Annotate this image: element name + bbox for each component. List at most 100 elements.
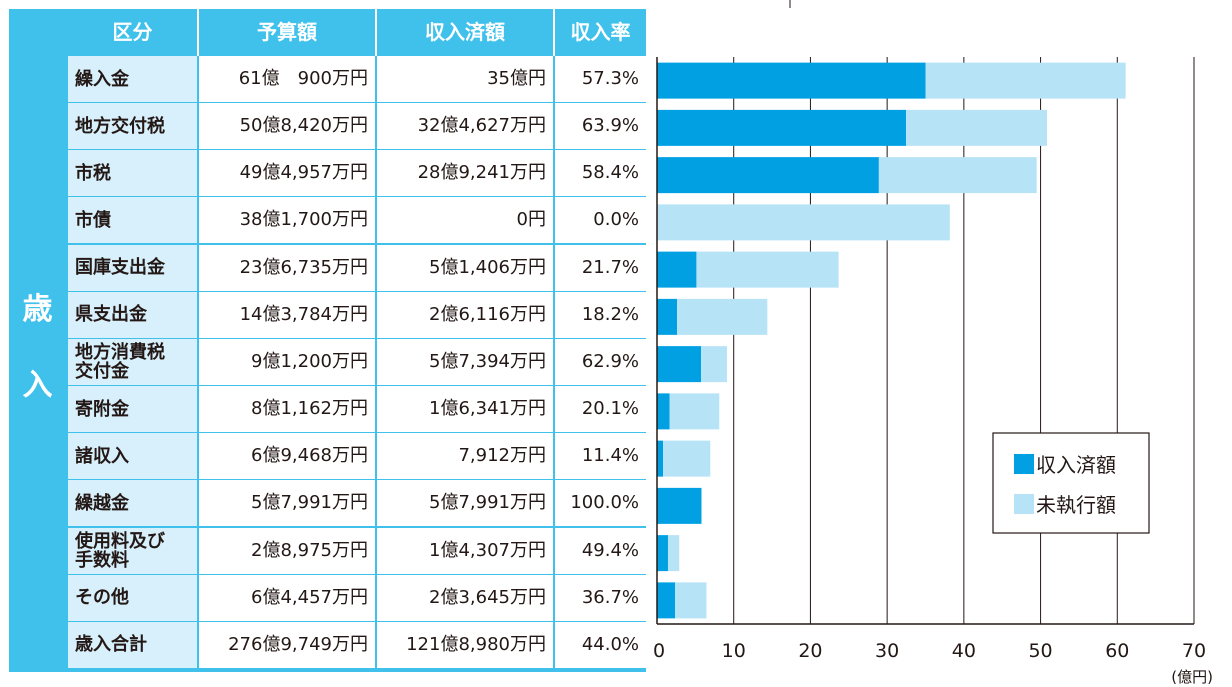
row-category: 県支出金 <box>68 291 197 338</box>
bar-received <box>657 535 668 572</box>
row-rate: 63.9% <box>555 103 646 150</box>
table-row: 市債 38億1,700万円 0円 0.0% <box>66 197 646 244</box>
x-tick-label: 0 <box>653 640 665 662</box>
row-budget: 8億1,162万円 <box>199 386 375 433</box>
row-budget: 6億4,457万円 <box>199 574 375 621</box>
x-tick-label: 10 <box>722 640 746 662</box>
x-tick-label: 50 <box>1028 640 1052 662</box>
row-budget: 6億9,468万円 <box>199 433 375 480</box>
header-category: 区分 <box>68 9 199 56</box>
header-income: 収入済額 <box>377 9 555 56</box>
row-rate: 100.0% <box>555 480 646 527</box>
legend-label: 未執行額 <box>1036 493 1116 517</box>
table-row: 地方消費税 交付金 9億1,200万円 5億7,394万円 62.9% <box>66 338 646 386</box>
bar-unexecuted <box>669 393 720 430</box>
revenue-table: 歳 入 区分 予算額 収入済額 収入率 繰入金 61億 900万円 35億円 57.3… <box>9 9 646 672</box>
row-category: 地方消費税 交付金 <box>68 338 197 385</box>
row-budget: 14億3,784万円 <box>199 291 375 338</box>
bar-received <box>657 440 664 477</box>
bar-unexecuted <box>925 62 1126 99</box>
row-budget: 2億8,975万円 <box>199 527 375 574</box>
table-row: 地方交付税 50億8,420万円 32億4,627万円 63.9% <box>66 103 646 150</box>
row-budget: 5億7,991万円 <box>199 480 375 527</box>
row-income: 5億1,406万円 <box>377 244 553 291</box>
bar-unexecuted <box>663 440 711 477</box>
table-total-row: 歳入合計 276億9,749万円 121億8,980万円 44.0% <box>66 621 646 669</box>
table-row: 諸収入 6億9,468万円 7,912万円 11.4% <box>66 433 646 480</box>
row-budget: 50億8,420万円 <box>199 103 375 150</box>
x-tick-label: 40 <box>952 640 976 662</box>
row-category: 繰入金 <box>68 56 197 102</box>
table-row: 市税 49億4,957万円 28億9,241万円 58.4% <box>66 150 646 197</box>
row-income: 28億9,241万円 <box>377 150 553 197</box>
table-row: 国庫支出金 23億6,735万円 5億1,406万円 21.7% <box>66 244 646 292</box>
table-row: 県支出金 14億3,784万円 2億6,116万円 18.2% <box>66 291 646 339</box>
row-category: その他 <box>68 574 197 621</box>
bar-received <box>657 298 678 335</box>
legend-box <box>992 432 1150 534</box>
row-rate: 58.4% <box>555 150 646 197</box>
row-rate: 62.9% <box>555 338 646 385</box>
row-rate: 44.0% <box>555 621 646 668</box>
row-category: 諸収入 <box>68 433 197 480</box>
row-category: 使用料及び 手数料 <box>68 527 197 574</box>
table-row: その他 6億4,457万円 2億3,645万円 36.7% <box>66 574 646 622</box>
bar-received <box>657 346 702 383</box>
bar-unexecuted <box>677 298 768 335</box>
header-budget: 予算額 <box>199 9 377 56</box>
row-rate: 36.7% <box>555 574 646 621</box>
legend-label: 収入済額 <box>1036 453 1116 477</box>
row-income: 7,912万円 <box>377 433 553 480</box>
row-income: 121億8,980万円 <box>377 621 553 668</box>
x-tick-label: 30 <box>875 640 899 662</box>
row-income: 5億7,394万円 <box>377 338 553 385</box>
row-income: 35億円 <box>377 56 553 102</box>
bar-unexecuted <box>696 251 839 288</box>
row-rate: 21.7% <box>555 244 646 291</box>
table-row: 繰入金 61億 900万円 35億円 57.3% <box>66 56 646 103</box>
bar-unexecuted <box>675 582 707 619</box>
row-budget: 9億1,200万円 <box>199 338 375 385</box>
row-category: 繰越金 <box>68 480 197 527</box>
row-category: 市債 <box>68 197 197 244</box>
row-category: 歳入合計 <box>68 621 197 668</box>
header-rate: 収入率 <box>555 9 646 56</box>
table-row: 寄附金 8億1,162万円 1億6,341万円 20.1% <box>66 386 646 433</box>
row-income: 5億7,991万円 <box>377 480 553 527</box>
row-budget: 49億4,957万円 <box>199 150 375 197</box>
row-budget: 276億9,749万円 <box>199 621 375 668</box>
row-category: 国庫支出金 <box>68 244 197 291</box>
row-budget: 23億6,735万円 <box>199 244 375 291</box>
row-budget: 38億1,700万円 <box>199 197 375 244</box>
bar-unexecuted <box>667 535 680 572</box>
table-row: 繰越金 5億7,991万円 5億7,991万円 100.0% <box>66 480 646 527</box>
bar-received <box>657 487 702 524</box>
row-income: 1億6,341万円 <box>377 386 553 433</box>
bar-received <box>657 393 670 430</box>
row-rate: 18.2% <box>555 291 646 338</box>
bar-unexecuted <box>906 109 1048 146</box>
x-unit-label: (億円) <box>1171 668 1213 686</box>
bar-received <box>657 251 697 288</box>
bar-unexecuted <box>878 157 1037 194</box>
x-tick-label: 70 <box>1182 640 1206 662</box>
legend-swatch <box>1014 494 1034 514</box>
row-budget: 61億 900万円 <box>199 56 375 102</box>
side-label-sai: 歳 <box>22 292 53 327</box>
row-income: 2億6,116万円 <box>377 291 553 338</box>
table-row: 使用料及び 手数料 2億8,975万円 1億4,307万円 49.4% <box>66 527 646 575</box>
row-category: 寄附金 <box>68 386 197 433</box>
row-category: 地方交付税 <box>68 103 197 150</box>
side-band: 歳 入 <box>9 9 66 672</box>
x-tick-label: 60 <box>1105 640 1129 662</box>
row-income: 2億3,645万円 <box>377 574 553 621</box>
row-rate: 57.3% <box>555 56 646 102</box>
bar-received <box>657 109 907 146</box>
bar-received <box>657 582 676 619</box>
bar-unexecuted <box>657 204 950 241</box>
side-label-nyu: 入 <box>22 368 53 403</box>
row-rate: 11.4% <box>555 433 646 480</box>
row-category: 市税 <box>68 150 197 197</box>
